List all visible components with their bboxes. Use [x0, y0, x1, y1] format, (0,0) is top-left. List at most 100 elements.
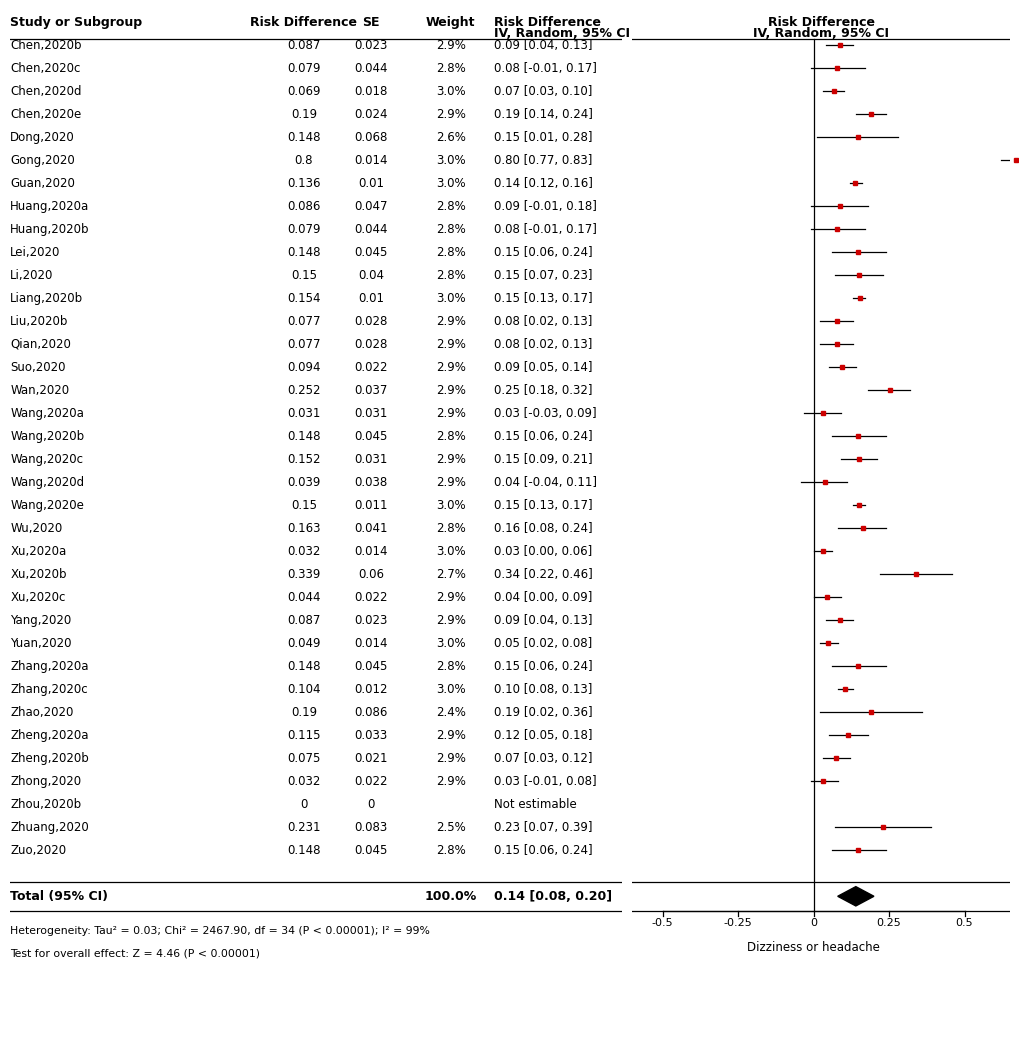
- Text: 0.044: 0.044: [355, 61, 387, 75]
- Text: 2.8%: 2.8%: [435, 246, 466, 259]
- Text: 0.03 [0.00, 0.06]: 0.03 [0.00, 0.06]: [493, 545, 591, 558]
- Text: Zhuang,2020: Zhuang,2020: [10, 821, 89, 834]
- Text: 0.014: 0.014: [355, 545, 387, 558]
- Text: Chen,2020c: Chen,2020c: [10, 61, 81, 75]
- Text: 0.148: 0.148: [287, 430, 320, 442]
- Text: 0.022: 0.022: [355, 590, 387, 604]
- Text: 2.8%: 2.8%: [435, 522, 466, 534]
- Text: Dizziness or headache: Dizziness or headache: [746, 941, 879, 954]
- Text: 0.08 [0.02, 0.13]: 0.08 [0.02, 0.13]: [493, 315, 591, 327]
- Text: 0.03 [-0.01, 0.08]: 0.03 [-0.01, 0.08]: [493, 775, 596, 788]
- Text: 0.154: 0.154: [287, 291, 320, 304]
- Text: 0.15: 0.15: [290, 498, 317, 512]
- Text: 0.045: 0.045: [355, 430, 387, 442]
- Text: 0.044: 0.044: [287, 590, 320, 604]
- Text: 0: 0: [809, 918, 816, 928]
- Text: 3.0%: 3.0%: [435, 498, 466, 512]
- Text: 2.8%: 2.8%: [435, 844, 466, 856]
- Text: 0.25: 0.25: [875, 918, 901, 928]
- Text: Wang,2020c: Wang,2020c: [10, 453, 84, 466]
- Text: 0.07 [0.03, 0.10]: 0.07 [0.03, 0.10]: [493, 84, 591, 97]
- Text: 0.09 [-0.01, 0.18]: 0.09 [-0.01, 0.18]: [493, 200, 596, 212]
- Text: Huang,2020a: Huang,2020a: [10, 200, 90, 212]
- Text: 0.018: 0.018: [355, 84, 387, 97]
- Text: 2.9%: 2.9%: [435, 775, 466, 788]
- Text: 0.19: 0.19: [290, 705, 317, 719]
- Text: Total (95% CI): Total (95% CI): [10, 890, 108, 903]
- Text: 0.044: 0.044: [355, 223, 387, 235]
- Text: 0.077: 0.077: [287, 315, 320, 327]
- Text: 0.014: 0.014: [355, 637, 387, 649]
- Text: 0.15 [0.09, 0.21]: 0.15 [0.09, 0.21]: [493, 453, 592, 466]
- Text: 2.4%: 2.4%: [435, 705, 466, 719]
- Text: 3.0%: 3.0%: [435, 291, 466, 304]
- Text: Chen,2020b: Chen,2020b: [10, 39, 82, 52]
- Text: 0.01: 0.01: [358, 291, 384, 304]
- Text: 0.10 [0.08, 0.13]: 0.10 [0.08, 0.13]: [493, 683, 591, 696]
- Text: 0.25 [0.18, 0.32]: 0.25 [0.18, 0.32]: [493, 383, 592, 397]
- Text: 0.028: 0.028: [355, 338, 387, 351]
- Text: 0.011: 0.011: [355, 498, 387, 512]
- Text: 0.023: 0.023: [355, 614, 387, 626]
- Text: 100.0%: 100.0%: [424, 890, 477, 903]
- Text: 2.9%: 2.9%: [435, 475, 466, 489]
- Text: 0.041: 0.041: [355, 522, 387, 534]
- Text: 0.5: 0.5: [955, 918, 972, 928]
- Text: 2.9%: 2.9%: [435, 752, 466, 765]
- Text: 2.9%: 2.9%: [435, 729, 466, 741]
- Text: Liu,2020b: Liu,2020b: [10, 315, 68, 327]
- Text: 0.086: 0.086: [287, 200, 320, 212]
- Text: 0.09 [0.04, 0.13]: 0.09 [0.04, 0.13]: [493, 614, 592, 626]
- Text: 0.115: 0.115: [287, 729, 320, 741]
- Text: 2.8%: 2.8%: [435, 660, 466, 673]
- Text: 0.08 [-0.01, 0.17]: 0.08 [-0.01, 0.17]: [493, 61, 596, 75]
- Text: 2.8%: 2.8%: [435, 61, 466, 75]
- Text: 0.05 [0.02, 0.08]: 0.05 [0.02, 0.08]: [493, 637, 591, 649]
- Text: 3.0%: 3.0%: [435, 637, 466, 649]
- Text: Wu,2020: Wu,2020: [10, 522, 62, 534]
- Text: 0.80 [0.77, 0.83]: 0.80 [0.77, 0.83]: [493, 153, 591, 167]
- Text: 0.231: 0.231: [287, 821, 320, 834]
- Text: 3.0%: 3.0%: [435, 683, 466, 696]
- Text: 0.16 [0.08, 0.24]: 0.16 [0.08, 0.24]: [493, 522, 592, 534]
- Text: 0.045: 0.045: [355, 844, 387, 856]
- Text: 0.031: 0.031: [287, 407, 320, 419]
- Text: 2.8%: 2.8%: [435, 430, 466, 442]
- Text: 0.04: 0.04: [358, 268, 384, 282]
- Text: 0.021: 0.021: [355, 752, 387, 765]
- Text: 0.024: 0.024: [355, 108, 387, 120]
- Text: 0.032: 0.032: [287, 775, 320, 788]
- Text: 0.045: 0.045: [355, 246, 387, 259]
- Text: 0.014: 0.014: [355, 153, 387, 167]
- Text: Xu,2020a: Xu,2020a: [10, 545, 66, 558]
- Text: 0.8: 0.8: [294, 153, 313, 167]
- Text: Chen,2020d: Chen,2020d: [10, 84, 82, 97]
- Text: 0.045: 0.045: [355, 660, 387, 673]
- Text: 0.152: 0.152: [287, 453, 320, 466]
- Text: 0.252: 0.252: [287, 383, 320, 397]
- Text: 0.039: 0.039: [287, 475, 320, 489]
- Text: 0.047: 0.047: [355, 200, 387, 212]
- Text: 2.9%: 2.9%: [435, 614, 466, 626]
- Text: Gong,2020: Gong,2020: [10, 153, 74, 167]
- Text: Zhang,2020a: Zhang,2020a: [10, 660, 89, 673]
- Text: 2.9%: 2.9%: [435, 383, 466, 397]
- Text: Study or Subgroup: Study or Subgroup: [10, 16, 143, 29]
- Text: Zhao,2020: Zhao,2020: [10, 705, 73, 719]
- Text: 0.03 [-0.03, 0.09]: 0.03 [-0.03, 0.09]: [493, 407, 596, 419]
- Text: IV, Random, 95% CI: IV, Random, 95% CI: [752, 26, 889, 40]
- Text: Xu,2020c: Xu,2020c: [10, 590, 65, 604]
- Text: 2.7%: 2.7%: [435, 568, 466, 581]
- Text: 0.15 [0.06, 0.24]: 0.15 [0.06, 0.24]: [493, 246, 592, 259]
- Text: 0.34 [0.22, 0.46]: 0.34 [0.22, 0.46]: [493, 568, 592, 581]
- Text: 0.037: 0.037: [355, 383, 387, 397]
- Text: 0.022: 0.022: [355, 775, 387, 788]
- Text: 0.14 [0.08, 0.20]: 0.14 [0.08, 0.20]: [493, 890, 611, 903]
- Text: 2.9%: 2.9%: [435, 108, 466, 120]
- Text: 0.15 [0.06, 0.24]: 0.15 [0.06, 0.24]: [493, 844, 592, 856]
- Text: 0.104: 0.104: [287, 683, 320, 696]
- Text: Lei,2020: Lei,2020: [10, 246, 60, 259]
- Text: 0.15 [0.06, 0.24]: 0.15 [0.06, 0.24]: [493, 660, 592, 673]
- Text: 0.079: 0.079: [287, 61, 320, 75]
- Text: 0.15 [0.13, 0.17]: 0.15 [0.13, 0.17]: [493, 291, 592, 304]
